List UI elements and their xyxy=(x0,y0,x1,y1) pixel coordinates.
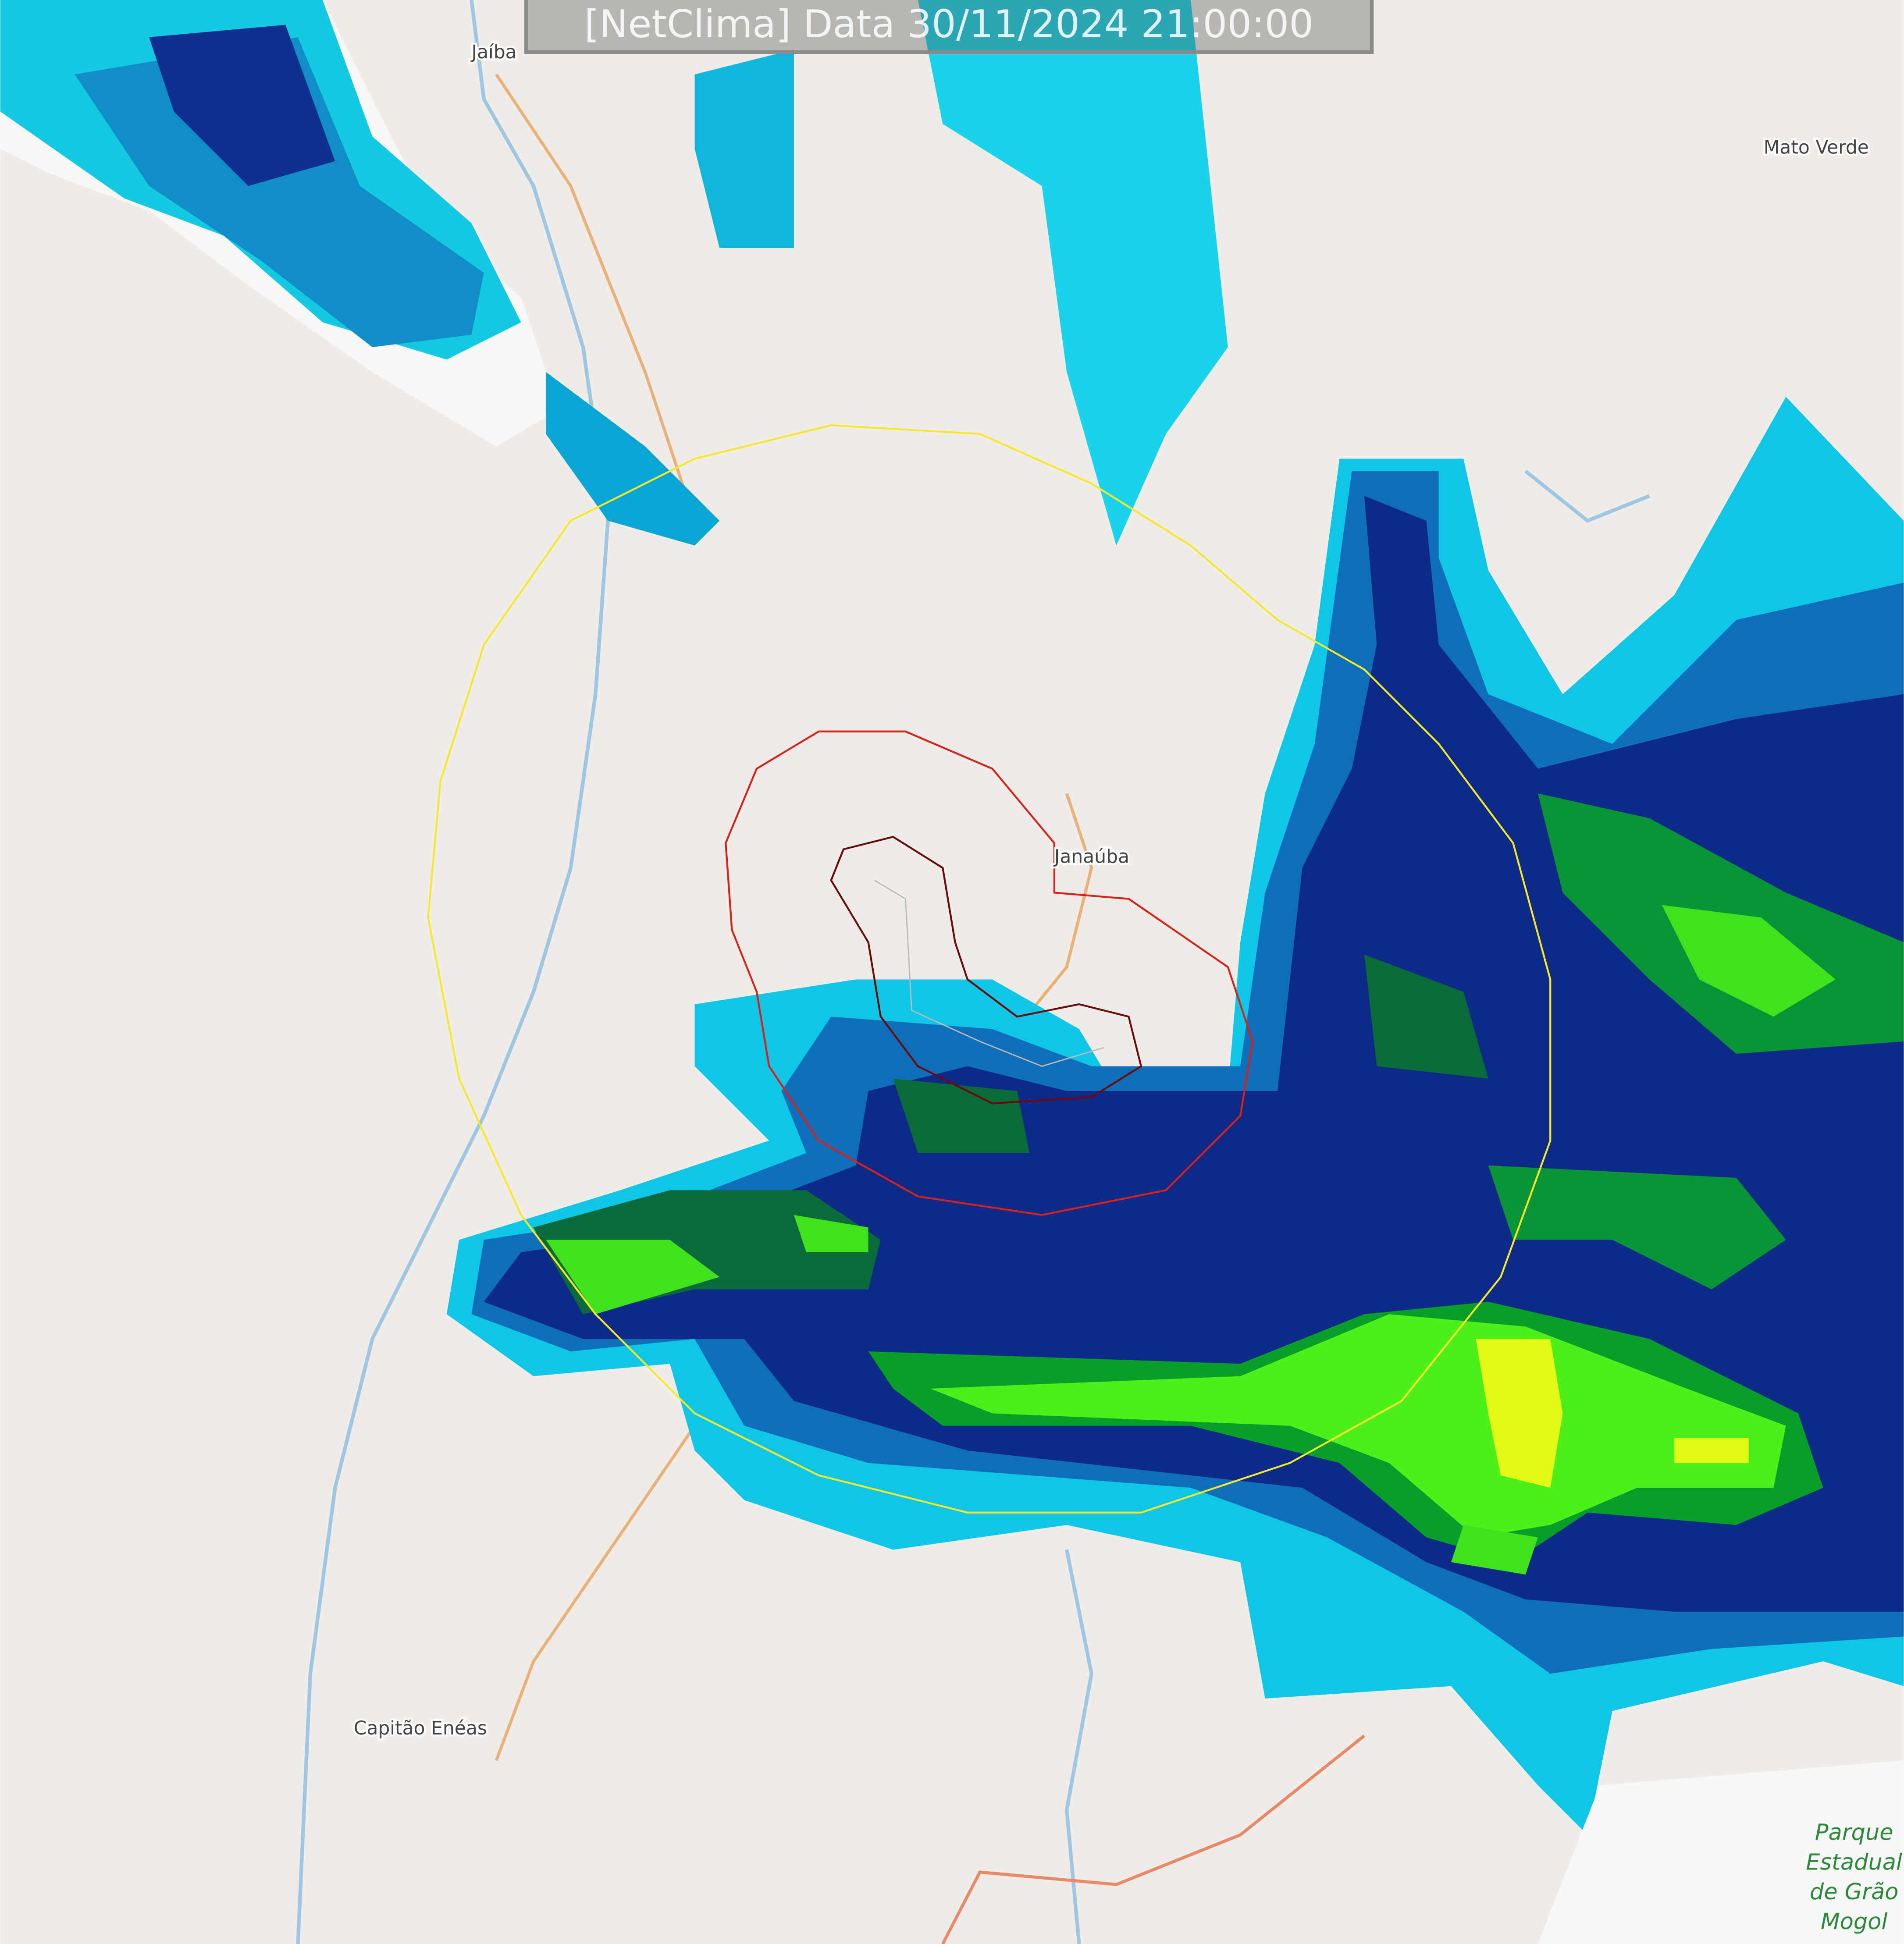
place-label: Capitão Enéas xyxy=(354,1718,487,1739)
place-label: Janaúba xyxy=(1053,846,1129,868)
place-labels: Jaíba Mato Verde Janaúba Capitão Enéas P… xyxy=(352,40,1903,1935)
banner-title: [NetClima] Data 30/11/2024 21:00:00 xyxy=(584,2,1313,46)
park-label: Parque xyxy=(1815,1820,1893,1845)
place-label: Mato Verde xyxy=(1764,137,1869,159)
park-label: Estadual xyxy=(1806,1849,1902,1875)
park-label: de Grão xyxy=(1810,1879,1899,1905)
place-label: Jaíba xyxy=(470,42,516,63)
timestamp-banner: [NetClima] Data 30/11/2024 21:00:00 xyxy=(524,0,1374,54)
park-label: Mogol xyxy=(1821,1909,1888,1935)
banner-box xyxy=(524,0,1374,54)
rivers xyxy=(296,0,1651,1944)
radar-range-rings xyxy=(427,424,1552,1514)
